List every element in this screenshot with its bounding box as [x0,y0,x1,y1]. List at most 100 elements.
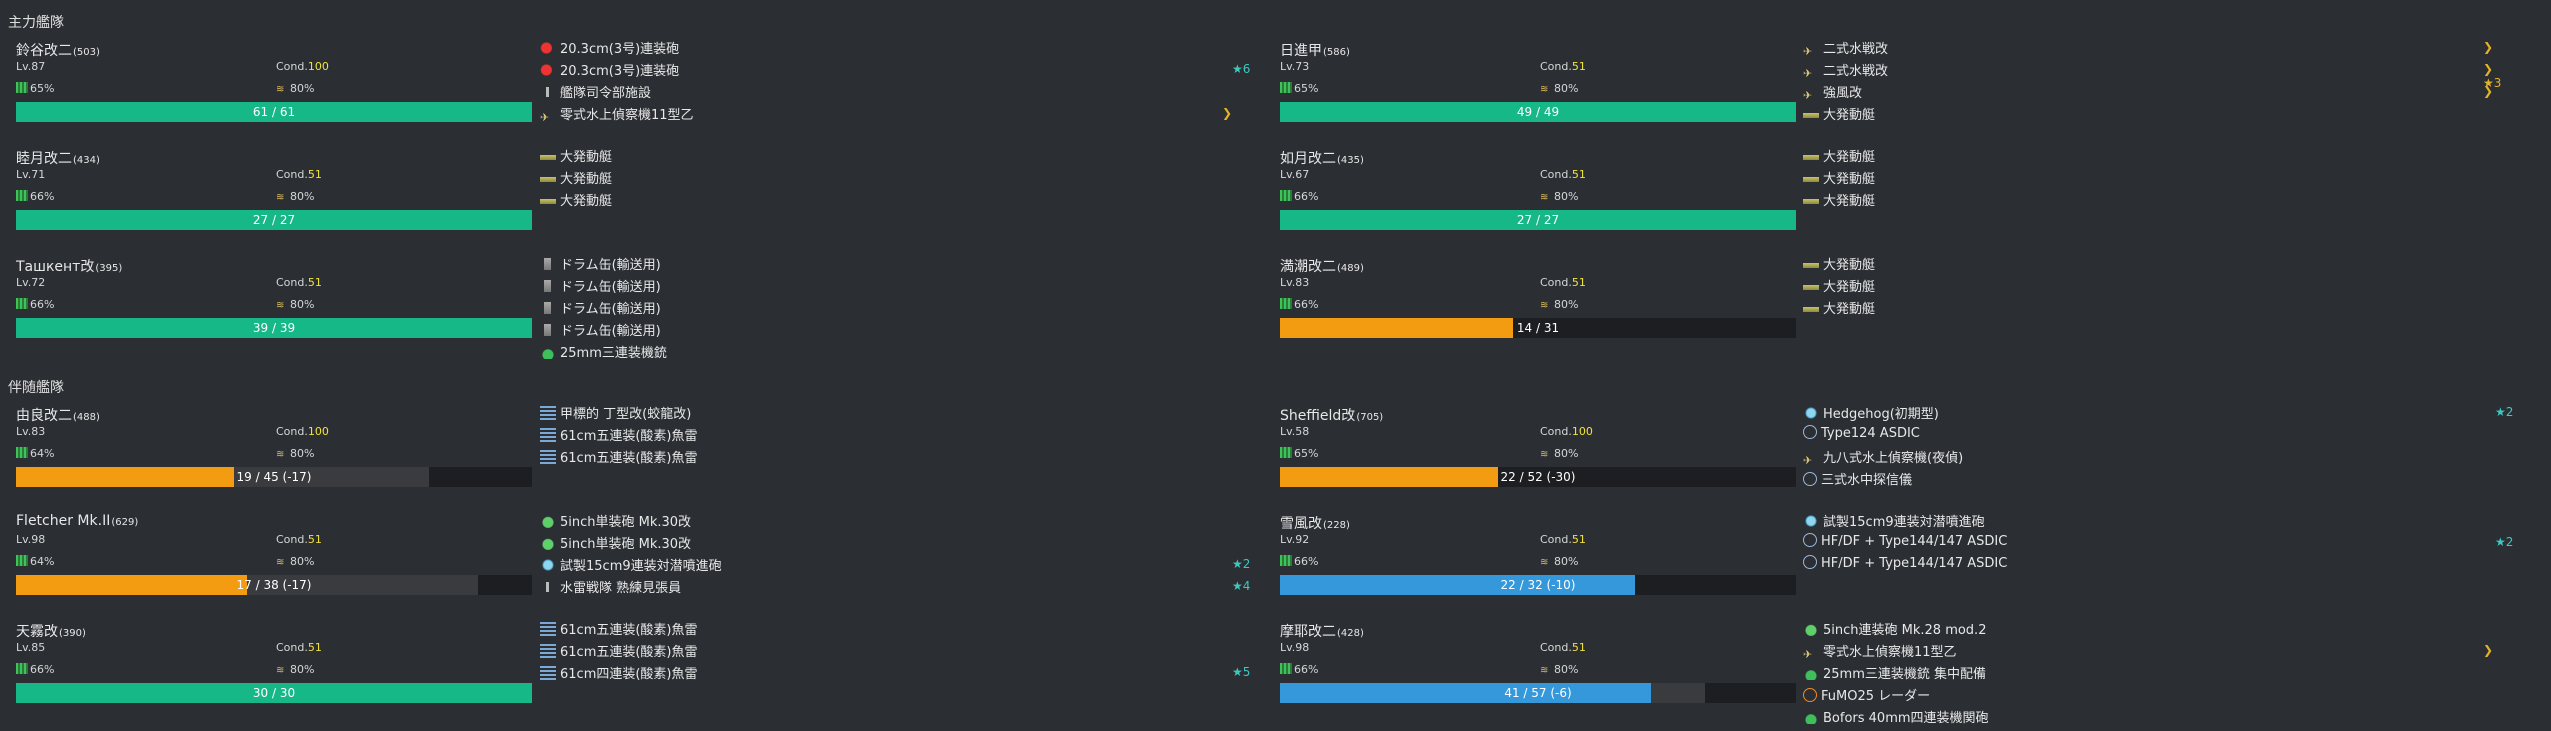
ship-card[interactable]: 如月改二(435) Lv.67 Cond.51 66% ≋ 80% 27 / 27 [1272,148,1807,258]
ship-card[interactable]: 睦月改二(434) Lv.71 Cond.51 66% ≋ 80% 27 / 27 [8,148,543,258]
ammo-icon: ≋ [276,557,285,568]
ship-fuel: 66% [1280,663,1318,676]
equipment-row[interactable]: 25mm三連装機銃 集中配備 [1803,663,2503,685]
equipment-row[interactable]: 5inch単装砲 Mk.30改 [540,533,1240,555]
fuel-icon [16,663,28,674]
equipment-row[interactable]: 61cm五連装(酸素)魚雷 [540,447,1240,469]
equipment-row[interactable]: ドラム缶(輸送用) [540,254,1240,276]
equipment-row[interactable]: 大発動艇 [1803,254,2503,276]
ship-ammo: ≋ 80% [1540,82,1578,95]
equipment-row[interactable]: 大発動艇 [1803,104,2503,126]
ship-card[interactable]: Fletcher Mk.II(629) Lv.98 Cond.51 64% ≋ 80% 17… [8,513,543,623]
ammo-value: 80% [1554,663,1579,676]
ship-card[interactable]: 由良改二(488) Lv.83 Cond.100 64% ≋ 80% 19 / 45 (-1… [8,405,543,515]
hp-text: 49 / 49 [1516,105,1560,119]
ammo-value: 80% [290,82,315,95]
equipment-row[interactable]: 大発動艇 [540,190,1240,212]
equipment-row[interactable]: ✈ 零式水上偵察機11型乙 ❯ [1803,641,2503,663]
ship-card[interactable]: 天霧改(390) Lv.85 Cond.51 66% ≋ 80% 30 / 30 [8,621,543,731]
equipment-row[interactable]: 20.3cm(3号)連装砲 ★6 [540,60,1250,82]
equipment-row[interactable]: HF/DF + Type144/147 ASDIC ★2 [1803,533,2513,555]
fuel-icon [16,555,28,566]
boat-icon [1803,257,1819,271]
equipment-row[interactable]: ✈ 強風改 ❯ [1803,82,2503,104]
equipment-row[interactable]: 大発動艇 [1803,298,2503,320]
equipment-row[interactable]: 水雷戦隊 熟練見張員 ★4 [540,577,1250,599]
torp-icon [540,428,556,442]
equipment-row[interactable]: 61cm四連装(酸素)魚雷 ★5 [540,663,1250,685]
equipment-name: ドラム缶(輸送用) [560,280,661,295]
ship-card[interactable]: 雪風改(228) Lv.92 Cond.51 66% ≋ 80% 22 / 32 (-10) [1272,513,1807,623]
ship-card[interactable]: Sheffield改(705) Lv.58 Cond.100 65% ≋ 80% 22 / … [1272,405,1807,515]
ship-name: 鈴谷改二(503) [16,43,100,59]
equipment-row[interactable]: ✈ 二式水戦改 ❯ [1803,38,2503,60]
fuel-value: 66% [30,190,55,203]
cond-label: Cond. [276,60,308,73]
ship-card[interactable]: 満潮改二(489) Lv.83 Cond.51 66% ≋ 80% 14 / 31 [1272,256,1807,366]
ship-id: (629) [111,517,139,528]
ship-card[interactable]: 鈴谷改二(503) Lv.87 Cond.100 65% ≋ 80% 61 / 61 [8,40,543,150]
equipment-row[interactable]: 61cm五連装(酸素)魚雷 [540,619,1240,641]
equipment-row[interactable]: 大発動艇 [540,168,1240,190]
equipment-row[interactable]: ✈ 九八式水上偵察機(夜偵) [1803,447,2503,469]
equipment-name: ドラム缶(輸送用) [560,302,661,317]
equipment-row[interactable]: 61cm五連装(酸素)魚雷 [540,425,1240,447]
sonar-icon [1803,472,1817,486]
ammo-value: 80% [1554,555,1579,568]
equipment-row[interactable]: FuMO25 レーダー [1803,685,2503,707]
ship-name: Fletcher Mk.II(629) [16,513,139,529]
equipment-row[interactable]: 甲標的 丁型改(蛟龍改) [540,403,1240,425]
ammo-value: 80% [1554,447,1579,460]
ammo-value: 80% [290,298,315,311]
equipment-row[interactable]: 艦隊司令部施設 [540,82,1240,104]
ship-ammo: ≋ 80% [1540,190,1578,203]
ship-ammo: ≋ 80% [1540,555,1578,568]
equipment-row[interactable]: 大発動艇 [1803,276,2503,298]
equipment-row[interactable]: ドラム缶(輸送用) [540,320,1240,342]
ship-card[interactable]: 摩耶改二(428) Lv.98 Cond.51 66% ≋ 80% 41 / 57 (-6) [1272,621,1807,731]
equipment-row[interactable]: 61cm五連装(酸素)魚雷 [540,641,1240,663]
equipment-name: 大発動艇 [560,194,613,209]
equipment-row[interactable]: ✈ 零式水上偵察機11型乙 ❯ [540,104,1240,126]
drum-icon [540,301,556,315]
cond-value: 51 [1571,641,1586,654]
ammo-icon: ≋ [1540,665,1549,676]
equipment-row[interactable]: 大発動艇 [1803,146,2503,168]
equipment-row[interactable]: Bofors 40mm四連装機関砲 [1803,707,2503,729]
equipment-row[interactable]: ドラム缶(輸送用) [540,298,1240,320]
ship-card[interactable]: Ташкент改(395) Lv.72 Cond.51 66% ≋ 80% 39 / 39 [8,256,543,366]
equipment-row[interactable]: HF/DF + Type144/147 ASDIC [1803,555,2503,577]
boat-icon [540,193,556,207]
fuel-icon [1280,447,1292,458]
ship-fuel: 66% [1280,190,1318,203]
ship-cond: Cond.100 [1540,425,1593,438]
ship-id: (395) [95,263,123,274]
plane-icon: ✈ [1803,67,1813,80]
equipment-row[interactable]: 試製15cm9連装対潜噴進砲 ★2 [540,555,1250,577]
equipment-row[interactable]: 試製15cm9連装対潜噴進砲 [1803,511,2503,533]
equipment-row[interactable]: 大発動艇 [1803,168,2503,190]
equipment-row[interactable]: ✈ 二式水戦改 ❯★3 [1803,60,2503,90]
equipment-row[interactable]: 5inch単装砲 Mk.30改 [540,511,1240,533]
sonar-icon [1803,533,1817,547]
equipment-name: Type124 ASDIC [1821,426,1920,441]
hp-damage-preview [247,575,478,595]
hp-text: 61 / 61 [252,105,296,119]
equipment-row[interactable]: 大発動艇 [1803,190,2503,212]
equipment-row[interactable]: ドラム缶(輸送用) [540,276,1240,298]
equipment-row[interactable]: 20.3cm(3号)連装砲 [540,38,1240,60]
equipment-row[interactable]: Type124 ASDIC [1803,425,2503,447]
ship-card[interactable]: 日進甲(586) Lv.73 Cond.51 65% ≋ 80% 49 / 49 [1272,40,1807,150]
equipment-row[interactable]: 5inch連装砲 Mk.28 mod.2 [1803,619,2503,641]
equipment-row[interactable]: 大発動艇 [540,146,1240,168]
cond-label: Cond. [1540,276,1572,289]
plane-icon: ✈ [1803,648,1813,661]
equipment-row[interactable]: 25mm三連装機銃 [540,342,1240,364]
torp-icon [540,622,556,636]
hp-fill [1280,575,1635,595]
plane-icon: ✈ [1803,454,1813,467]
fuel-value: 66% [30,298,55,311]
equipment-row[interactable]: 三式水中探信儀 [1803,469,2503,491]
ship-name: 由良改二(488) [16,408,100,424]
equipment-row[interactable]: Hedgehog(初期型) ★2 [1803,403,2513,425]
